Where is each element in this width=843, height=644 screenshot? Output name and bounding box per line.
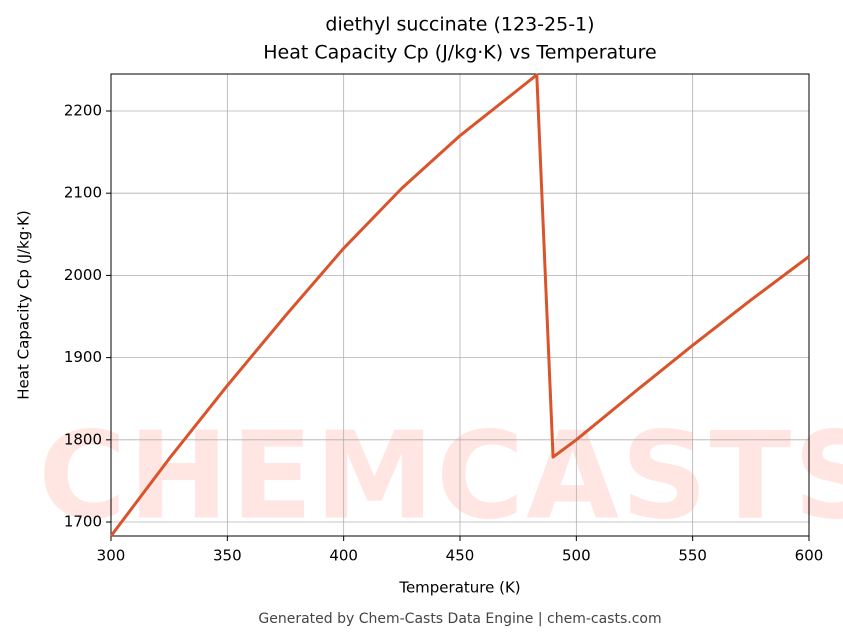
y-tick-label: 2000 [64,266,102,284]
x-tick-label: 350 [213,547,242,565]
y-tick-label: 1800 [64,430,102,448]
chart-subtitle: Heat Capacity Cp (J/kg·K) vs Temperature [263,42,657,64]
x-axis-label: Temperature (K) [398,579,520,597]
y-tick-label: 2200 [64,101,102,119]
y-axis-label: Heat Capacity Cp (J/kg·K) [15,210,33,399]
chart-title: diethyl succinate (123-25-1) [325,14,594,36]
x-tick-label: 300 [97,547,126,565]
x-tick-label: 500 [562,547,591,565]
plot-frame [110,73,810,537]
x-tick-label: 400 [329,547,358,565]
y-tick-label: 1700 [64,513,102,531]
x-tick-label: 450 [446,547,475,565]
x-tick-label: 600 [795,547,824,565]
y-tick-label: 1900 [64,348,102,366]
data-line [109,73,810,537]
watermark: CHEMCASTS [38,408,843,547]
footer: Generated by Chem-Casts Data Engine | ch… [258,611,661,627]
x-tick-label: 550 [678,547,707,565]
y-tick-label: 2100 [64,184,102,202]
